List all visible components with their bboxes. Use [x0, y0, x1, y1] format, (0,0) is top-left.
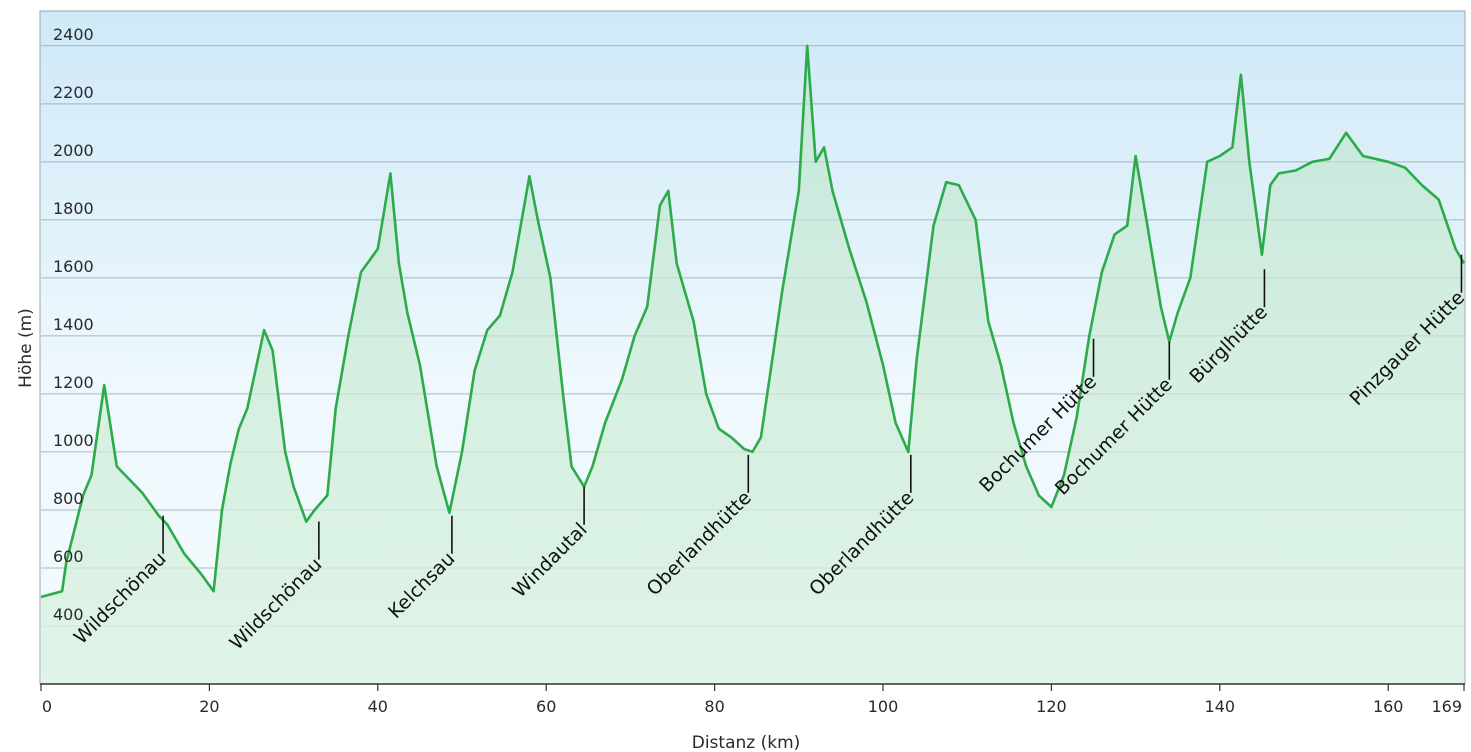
y-tick-label: 2400 [53, 25, 94, 44]
y-axis-title: Höhe (m) [16, 308, 36, 388]
y-tick-label: 1400 [53, 315, 94, 334]
x-tick-label: 100 [868, 697, 899, 716]
elevation-line [40, 44, 1466, 599]
y-tick-label: 1000 [53, 431, 94, 450]
y-tick-label: 1800 [53, 199, 94, 218]
x-tick-label: 40 [368, 697, 388, 716]
x-tick-label: 0 [42, 697, 52, 716]
x-tick-label: 20 [199, 697, 219, 716]
x-tick-label: 140 [1205, 697, 1236, 716]
y-tick-label: 2000 [53, 141, 94, 160]
x-tick-label: 120 [1036, 697, 1067, 716]
y-tick-label: 2200 [53, 83, 94, 102]
x-axis-title: Distanz (km) [692, 733, 801, 752]
x-tick-label: 160 [1373, 697, 1404, 716]
elevation-area-fill [41, 45, 1464, 685]
y-tick-label: 600 [53, 547, 84, 566]
y-tick-label: 400 [53, 605, 84, 624]
x-tick-label: 60 [536, 697, 556, 716]
y-tick-label: 1200 [53, 373, 94, 392]
x-axis-ticks: 0 20 40 60 80 100 120 140 160 169 [40, 684, 1465, 716]
y-axis-ticks: 400 600 800 1000 1200 1400 1600 1800 2000 2200 240… [53, 25, 94, 624]
y-tick-label: 800 [53, 489, 84, 508]
x-tick-label: 80 [704, 697, 724, 716]
x-tick-label: 169 [1431, 697, 1462, 716]
y-tick-label: 1600 [53, 257, 94, 276]
